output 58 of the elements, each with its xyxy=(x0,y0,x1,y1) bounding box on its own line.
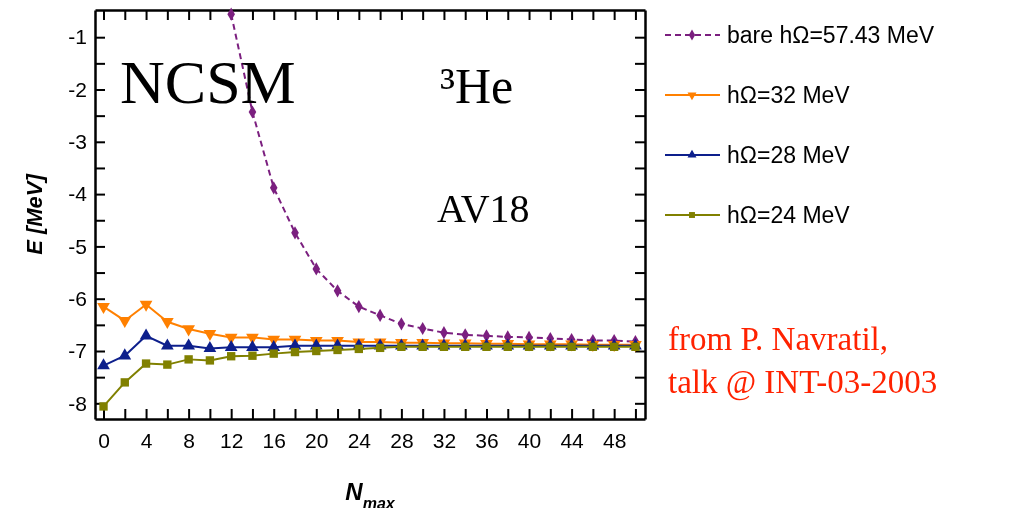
point xyxy=(163,360,172,369)
x-tick-label: 12 xyxy=(219,428,244,452)
point xyxy=(182,338,195,350)
annotation: ³He xyxy=(440,58,514,114)
x-tick-label: 20 xyxy=(305,428,329,452)
point xyxy=(333,345,342,355)
x-tick-label: 48 xyxy=(602,428,627,452)
y-tick-label: -8 xyxy=(68,391,87,415)
text: from P. Navratil, talk @ INT-03-2003 xyxy=(668,321,938,401)
x-tick-label: 44 xyxy=(560,428,585,452)
y-tick-label: -4 xyxy=(68,182,88,206)
x-tick-label: 8 xyxy=(183,428,195,452)
y-tick-label: -5 xyxy=(68,234,87,258)
point xyxy=(118,348,132,360)
legend-label: hΩ=28 MeV xyxy=(727,142,851,168)
point xyxy=(246,340,259,352)
annotation: NCSM xyxy=(120,48,296,116)
point xyxy=(97,302,110,314)
x-tick-label: 36 xyxy=(475,428,499,452)
y-tick-label: -2 xyxy=(68,77,87,101)
point xyxy=(182,325,195,337)
y-tick-label: -3 xyxy=(68,130,87,154)
x-tick-label: 0 xyxy=(98,428,110,452)
point xyxy=(141,359,151,368)
x-tick-label: 16 xyxy=(262,428,286,452)
point xyxy=(312,346,321,356)
x-tick-label: 4 xyxy=(140,428,153,452)
y-tick-label: -6 xyxy=(68,286,87,310)
legend-label: hΩ=24 MeV xyxy=(727,202,851,228)
point xyxy=(269,349,278,358)
x-tick-label: 40 xyxy=(517,428,542,452)
x-axis-title: N$_{max}$ xyxy=(345,478,396,508)
point xyxy=(184,355,193,364)
y-tick-label: -7 xyxy=(68,339,87,363)
point xyxy=(418,342,427,352)
legend-label: hΩ=32 MeV xyxy=(727,82,851,108)
legend-label: bare hΩ=57.43 MeV xyxy=(727,22,935,48)
point xyxy=(97,358,110,370)
x-tick-label: 24 xyxy=(347,428,372,452)
point xyxy=(205,356,215,365)
point xyxy=(120,378,129,387)
point xyxy=(99,402,108,411)
annotation: AV18 xyxy=(437,186,530,231)
x-tick-label: 32 xyxy=(432,428,457,452)
point xyxy=(397,342,406,352)
point xyxy=(290,347,300,357)
y-axis-title: E [MeV] xyxy=(22,173,47,255)
point xyxy=(375,343,385,353)
point xyxy=(248,351,257,360)
point xyxy=(203,341,217,353)
point xyxy=(226,352,236,361)
point xyxy=(160,338,174,350)
point xyxy=(354,344,364,354)
x-tick-label: 28 xyxy=(390,428,414,452)
y-tick-label: -1 xyxy=(68,25,87,49)
point xyxy=(224,340,238,352)
point xyxy=(139,300,153,312)
point xyxy=(139,328,153,340)
